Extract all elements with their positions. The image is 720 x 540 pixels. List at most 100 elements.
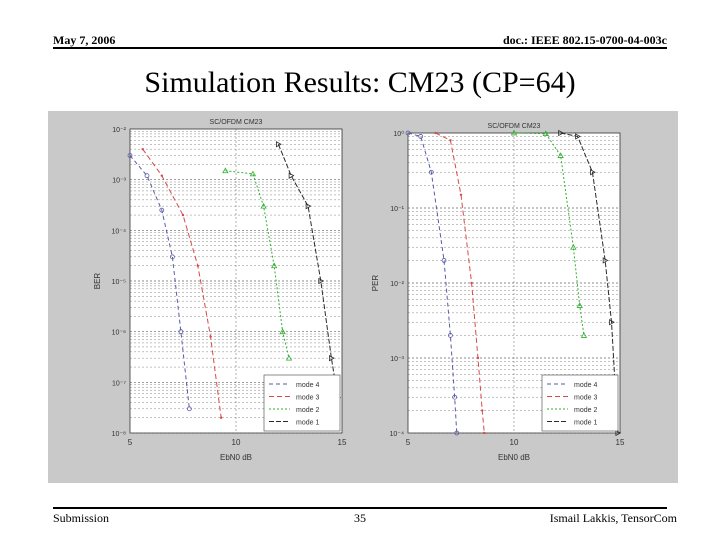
- data-point: [170, 254, 175, 260]
- data-point: [510, 129, 518, 136]
- data-point: [602, 257, 609, 264]
- data-point: [196, 264, 200, 267]
- y-axis-label: BER: [93, 273, 102, 290]
- data-point: [476, 356, 480, 360]
- data-point: [470, 281, 473, 285]
- data-point: [222, 167, 229, 174]
- chart-title: SC/OFDM CM23: [210, 119, 263, 126]
- series-line: [560, 132, 619, 434]
- y-tick-label: 10⁻³: [112, 178, 126, 185]
- x-tick-label: 10: [232, 438, 241, 447]
- y-tick-label: 10⁻⁴: [112, 228, 127, 235]
- y-tick-label: 10⁻⁸: [112, 431, 126, 438]
- series-line: [513, 132, 585, 336]
- legend-label: mode 1: [296, 420, 319, 427]
- data-point: [615, 429, 622, 437]
- series-line: [142, 148, 222, 418]
- data-point: [459, 193, 463, 196]
- data-point: [590, 169, 596, 176]
- data-point: [178, 329, 184, 335]
- data-point: [542, 130, 549, 137]
- series-mode-2: [510, 129, 588, 338]
- gridlines: [130, 129, 342, 434]
- chart-2: SC/OFDM CM23 10⁰ 10⁻¹ 10⁻² 10⁻³ 10⁻⁴5 10 15 EbN0…: [371, 123, 625, 462]
- data-point: [159, 207, 165, 213]
- data-point: [285, 354, 293, 361]
- footer-submission: Submission: [53, 511, 110, 525]
- data-point: [449, 139, 452, 142]
- series-mode-1: [558, 129, 622, 437]
- y-tick-label: 10⁰: [393, 130, 404, 138]
- data-point: [418, 134, 424, 139]
- data-point: [328, 354, 335, 362]
- data-point: [447, 333, 453, 338]
- data-point: [558, 129, 564, 137]
- data-point: [270, 262, 278, 269]
- header-date: May 7, 2006: [53, 33, 116, 47]
- y-tick-label: 10⁻²: [390, 281, 404, 288]
- footer-author: Ismail Lakkis, TensorCom: [549, 511, 677, 525]
- legend-label: mode 4: [296, 382, 319, 389]
- data-point: [318, 277, 325, 285]
- series-mode-3: [141, 147, 223, 419]
- slide-title: Simulation Results: CM23 (CP=64): [144, 66, 576, 99]
- data-point: [141, 147, 144, 151]
- chart-title: SC/OFDM CM23: [488, 123, 541, 130]
- x-tick-label: 15: [616, 438, 625, 447]
- data-point: [576, 302, 583, 308]
- data-point: [127, 153, 133, 158]
- x-tick-label: 15: [338, 438, 347, 447]
- data-point: [144, 173, 150, 179]
- y-axis-label: PER: [371, 275, 380, 292]
- series-mode-4: [405, 130, 460, 436]
- data-point: [441, 258, 447, 263]
- series-mode-3: [434, 131, 486, 435]
- legend-label: mode 1: [574, 420, 597, 427]
- data-point: [483, 431, 486, 435]
- footer-page-number: 35: [354, 511, 366, 525]
- series-mode-2: [222, 167, 293, 361]
- data-point: [452, 394, 458, 400]
- x-tick-label: 5: [128, 438, 133, 447]
- data-point: [249, 170, 257, 177]
- series-line: [225, 170, 290, 359]
- data-point: [454, 430, 460, 436]
- chart-1: SC/OFDM CM23 10⁻² 10⁻³ 10⁻⁴ 10⁻⁵ 10⁻⁶ 10⁻⁷ 10⁻⁸…: [93, 119, 347, 462]
- data-point: [434, 131, 437, 135]
- data-point: [275, 141, 282, 148]
- data-point: [557, 152, 564, 158]
- data-point: [580, 332, 588, 338]
- data-point: [575, 133, 581, 140]
- legend: mode 4 mode 3 mode 2 mode 1: [263, 374, 341, 432]
- series-line: [129, 155, 190, 409]
- data-point: [209, 335, 212, 338]
- series-mode-4: [127, 153, 192, 412]
- legend-label: mode 2: [296, 407, 319, 414]
- data-point: [186, 406, 192, 412]
- legend-label: mode 4: [574, 382, 597, 389]
- footer-rule: [53, 507, 667, 509]
- legend-label: mode 2: [574, 407, 597, 414]
- x-tick-label: 10: [510, 438, 519, 447]
- legend-label: mode 3: [574, 395, 597, 402]
- data-point: [305, 202, 312, 210]
- y-tick-label: 10⁻³: [390, 356, 404, 363]
- data-point: [481, 409, 484, 412]
- y-tick-label: 10⁻¹: [390, 206, 404, 213]
- legend-label: mode 3: [296, 395, 319, 402]
- data-point: [405, 130, 411, 136]
- data-point: [428, 169, 434, 175]
- header-doc-id: doc.: IEEE 802.15-0700-04-003c: [503, 33, 667, 47]
- series-line: [407, 132, 458, 434]
- legend: mode 4 mode 3 mode 2 mode 1: [541, 374, 619, 432]
- y-tick-label: 10⁻²: [112, 127, 126, 134]
- x-axis-label: EbN0 dB: [220, 453, 252, 462]
- data-point: [260, 202, 267, 209]
- data-point: [570, 243, 577, 250]
- data-point: [279, 328, 286, 335]
- y-tick-label: 10⁻⁶: [112, 330, 126, 337]
- data-point: [160, 174, 163, 177]
- x-axis-label: EbN0 dB: [498, 453, 530, 462]
- data-point: [219, 416, 223, 419]
- data-point: [288, 172, 295, 179]
